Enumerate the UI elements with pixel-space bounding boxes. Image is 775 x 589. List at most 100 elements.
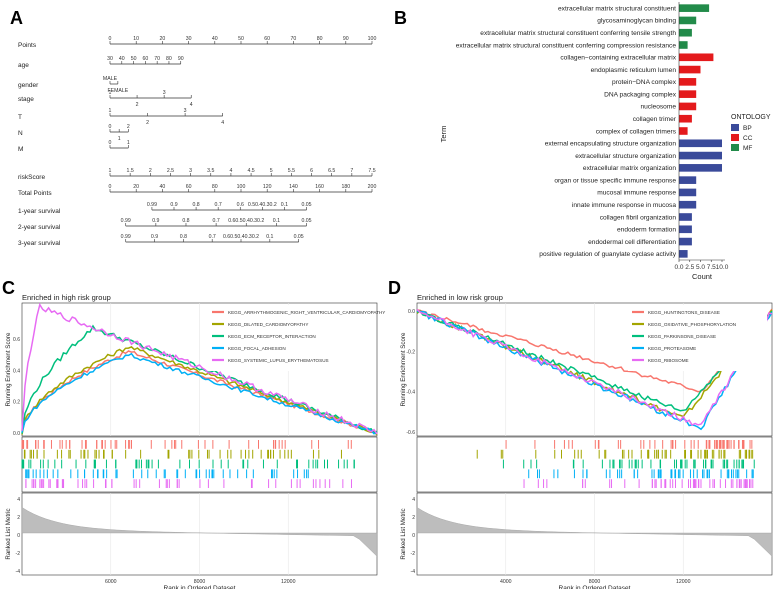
bar-mf <box>679 41 688 49</box>
y-tick-label: -0.4 <box>406 390 415 396</box>
bar-mf <box>679 4 710 12</box>
bar-cc <box>679 102 697 111</box>
bar-term-label: collagen trimer <box>633 116 677 123</box>
bar-bp <box>679 213 692 221</box>
nomogram-tick-label: 0.05 <box>301 202 311 208</box>
hits-frame <box>416 436 773 493</box>
nomogram-tick-label: 0.9 <box>152 218 159 224</box>
panel-label-a: A <box>10 8 23 28</box>
nomogram-tick-label: 5.5 <box>288 168 295 174</box>
nomogram-tick-label: 0.60.50.40.30.2 <box>223 234 259 240</box>
bar-term-label: organ or tissue specific immune response <box>554 177 676 184</box>
bar-term-label: external encapsulating structure organiz… <box>545 141 677 148</box>
bar-term-label: protein−DNA complex <box>612 79 677 86</box>
ranked-metric-area <box>21 507 378 557</box>
bar-bp <box>679 176 697 184</box>
bar-term-label: endoplasmic reticulum lumen <box>591 67 677 74</box>
legend-label: BP <box>743 125 752 132</box>
y-tick-label: -0.2 <box>406 349 415 355</box>
nomogram-label: gender <box>18 82 39 89</box>
x-axis-title: Count <box>692 272 713 281</box>
y2-tick-label: 2 <box>17 515 20 521</box>
nomogram-tick-label: 100 <box>368 36 377 42</box>
nomogram-tick-label: 80 <box>212 184 218 190</box>
bar-term-label: innate immune response in mucosa <box>572 202 676 209</box>
y2-tick-label: 2 <box>412 515 415 521</box>
nomogram-tick-label: 2 <box>149 168 152 174</box>
nomogram-tick-label: 10 <box>133 36 139 42</box>
nomogram-tick-label: 0.8 <box>192 202 199 208</box>
nomogram-tick-label: 20 <box>160 36 166 42</box>
nomogram-tick-label: 30 <box>107 56 113 62</box>
nomogram-label: stage <box>18 96 34 103</box>
nomogram-tick-label: 30 <box>186 36 192 42</box>
legend-label: KEGG_DILATED_CARDIOMYOPATHY <box>228 322 308 327</box>
es-curve <box>21 302 378 435</box>
nomogram-tick-label: FEMALE <box>107 88 128 94</box>
nomogram-tick-label: 5 <box>270 168 273 174</box>
legend-label: KEGG_PROTEASOME <box>648 346 696 351</box>
legend-label: KEGG_ARRHYTHMOGENIC_RIGHT_VENTRICULAR_CA… <box>228 310 385 315</box>
bar-cc <box>679 114 692 123</box>
nomogram-tick-label: 6.5 <box>328 168 335 174</box>
bar-bp <box>679 250 688 258</box>
y2-tick-label: -4 <box>16 569 21 575</box>
nomogram-tick-label: 70 <box>154 56 160 62</box>
y2-axis-title: Ranked List Metric <box>5 508 12 559</box>
nomogram-tick-label: 0.6 <box>237 202 244 208</box>
nomogram-tick-label: 0.9 <box>151 234 158 240</box>
nomogram-tick-label: 100 <box>237 184 246 190</box>
nomogram-label: age <box>18 62 29 69</box>
nomogram-label: Points <box>18 42 37 49</box>
y2-tick-label: 0 <box>412 533 415 539</box>
legend-label: KEGG_HUNTINGTONS_DISEASE <box>648 310 720 315</box>
nomogram-tick-label: 1 <box>109 108 112 114</box>
bar-term-label: collagen−containing extracellular matrix <box>560 55 676 62</box>
bar-bp <box>679 139 722 148</box>
x-tick-label: 7.5 <box>707 264 716 271</box>
nomogram-tick-label: 180 <box>341 184 350 190</box>
nomogram-tick-label: 1 <box>109 168 112 174</box>
nomogram-tick-label: 4 <box>229 168 232 174</box>
legend-label: MF <box>743 145 752 152</box>
nomogram-tick-label: 50 <box>238 36 244 42</box>
y2-tick-label: 0 <box>17 533 20 539</box>
bar-term-label: glycosaminoglycan binding <box>597 18 676 25</box>
legend-box <box>628 305 767 371</box>
bar-mf <box>679 28 692 37</box>
bar-cc <box>679 78 697 86</box>
nomogram-tick-label: 3 <box>189 168 192 174</box>
bar-term-label: collagen fibril organization <box>600 214 677 221</box>
nomogram-tick-label: MALE <box>103 76 118 82</box>
nomogram-tick-label: 0.8 <box>182 218 189 224</box>
nomogram-tick-label: 4.5 <box>247 168 254 174</box>
bar-term-label: extracellular matrix structural constitu… <box>456 42 677 49</box>
bar-term-label: endodermal cell differentiation <box>588 239 676 246</box>
es-curve <box>21 346 378 436</box>
nomogram-tick-label: 3.5 <box>207 168 214 174</box>
nomogram-label: M <box>18 146 23 153</box>
y-tick-label: 0.0 <box>13 431 20 437</box>
legend-title: ONTOLOGY <box>731 114 771 121</box>
y-axis-title: Running Enrichment Score <box>400 332 407 407</box>
nomogram-tick-label: 0 <box>109 140 112 146</box>
bar-term-label: extracellular matrix structural constitu… <box>558 5 676 12</box>
x-tick-label: 4000 <box>500 579 512 585</box>
bar-term-label: DNA packaging complex <box>604 91 677 98</box>
bar-bp <box>679 200 697 209</box>
x-tick-label: 12000 <box>676 579 691 585</box>
nomogram-label: 1-year survival <box>18 208 61 215</box>
gsea-title: Enriched in low risk group <box>417 293 503 302</box>
nomogram-tick-label: 80 <box>166 56 172 62</box>
nomogram-label: 3-year survival <box>18 240 61 247</box>
nomogram-tick-label: 0.7 <box>215 202 222 208</box>
bar-cc <box>679 65 701 74</box>
nomogram-tick-label: 1 <box>109 90 112 96</box>
panel-c-gsea-high-risk: Enriched in high risk group 0.6 0.4 0.2 0.0 R… <box>5 293 385 589</box>
bar-term-label: mucosal immune response <box>597 190 676 197</box>
y-tick-label: 0.2 <box>13 400 20 406</box>
nomogram-label: N <box>18 130 23 137</box>
nomogram-tick-label: 0 <box>109 36 112 42</box>
nomogram-tick-label: 0 <box>109 184 112 190</box>
